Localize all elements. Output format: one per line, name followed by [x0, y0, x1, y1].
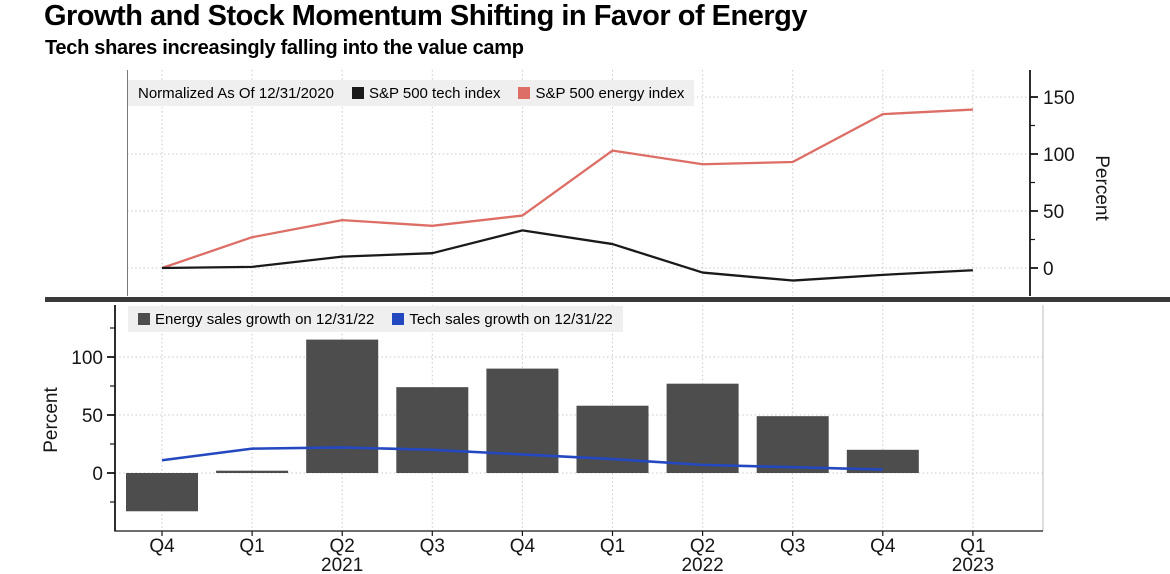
energy-sales-swatch	[138, 313, 150, 325]
tech-index-swatch	[351, 87, 364, 99]
energy-sales-bar	[846, 449, 919, 473]
tech-index-line	[161, 229, 973, 282]
x-tick-label: Q3	[780, 536, 805, 557]
x-tick-label: Q1	[600, 536, 625, 557]
legend-item-energy-sales: Energy sales growth on 12/31/22	[138, 311, 374, 328]
energy-index-legend-label: S&P 500 energy index	[535, 84, 685, 102]
year-label: 2021	[321, 555, 363, 574]
top-ytick-label: 100	[1043, 145, 1075, 166]
x-tick-label: Q1	[960, 536, 985, 557]
year-label: 2022	[681, 555, 723, 574]
top-ytick-label: 0	[1043, 259, 1054, 280]
x-tick-label: Q4	[870, 536, 896, 557]
top-y-axis-label: Percent	[1091, 155, 1112, 221]
energy-sales-bar	[576, 405, 649, 473]
normalization-note: Normalized As Of 12/31/2020	[138, 84, 334, 102]
chart-title: Growth and Stock Momentum Shifting in Fa…	[44, 0, 807, 32]
x-tick-label: Q2	[330, 536, 355, 557]
energy-sales-bar	[756, 416, 829, 473]
energy-sales-bar	[306, 339, 379, 473]
energy-index-line	[161, 108, 973, 270]
energy-sales-bar	[216, 470, 289, 473]
top-chart-legend: Normalized As Of 12/31/2020 S&P 500 tech…	[128, 80, 695, 106]
bottom-ytick-label: 100	[71, 348, 103, 369]
legend-item-tech-index: S&P 500 tech index	[351, 84, 501, 102]
top-ytick-label: 150	[1043, 88, 1075, 109]
legend-item-tech-sales: Tech sales growth on 12/31/22	[392, 310, 613, 328]
energy-sales-bar	[396, 387, 469, 473]
bottom-ytick-label: 50	[82, 406, 103, 427]
bottom-chart-legend: Energy sales growth on 12/31/22 Tech sal…	[128, 306, 623, 332]
legend-item-energy-index: S&P 500 energy index	[518, 85, 684, 102]
energy-sales-bar	[666, 383, 739, 473]
bottom-ytick-label: 0	[92, 464, 103, 485]
energy-index-swatch	[518, 87, 531, 99]
tech-sales-swatch	[392, 313, 405, 325]
tech-index-legend-label: S&P 500 tech index	[368, 84, 501, 102]
panel-divider	[45, 297, 1170, 302]
bottom-y-axis-label: Percent	[41, 387, 62, 453]
x-tick-label: Q3	[420, 536, 445, 557]
x-tick-label: Q4	[510, 536, 536, 557]
year-label: 2023	[952, 555, 994, 574]
energy-sales-bar	[486, 368, 559, 473]
top-ytick-label: 50	[1043, 202, 1064, 223]
x-tick-label: Q1	[239, 536, 264, 557]
energy-sales-legend-label: Energy sales growth on 12/31/22	[155, 310, 375, 328]
x-tick-label: Q4	[149, 536, 175, 557]
chart-subtitle: Tech shares increasingly falling into th…	[45, 37, 524, 59]
x-tick-label: Q2	[690, 536, 715, 557]
tech-sales-legend-label: Tech sales growth on 12/31/22	[409, 310, 613, 328]
tech-sales-line	[161, 446, 883, 471]
energy-sales-bar	[126, 473, 198, 512]
